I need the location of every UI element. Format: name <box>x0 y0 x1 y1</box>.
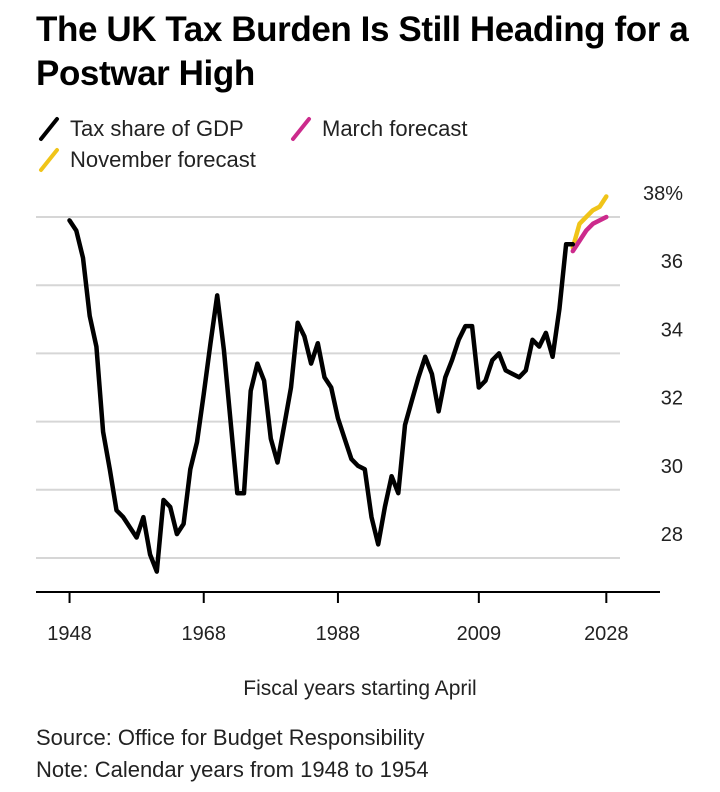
series-line-march-forecast <box>570 214 609 254</box>
y-tick-label-34: 34 <box>661 319 683 341</box>
legend-swatch-tax-share <box>39 117 59 141</box>
x-tick-label-2028: 2028 <box>584 623 629 645</box>
series-line-tax-share-of-gdp <box>67 218 576 574</box>
y-tick-label-36: 36 <box>661 251 683 273</box>
y-tick-label-38: 38% <box>643 183 683 205</box>
legend-label-tax-share: Tax share of GDP <box>70 116 244 141</box>
chart-plot: 38% 36 34 32 30 28 1948 1968 1988 2009 2028 <box>36 183 683 645</box>
x-tick-label-1968: 1968 <box>181 623 226 645</box>
legend-label-march: March forecast <box>322 116 468 141</box>
series-line-november-forecast <box>570 194 609 250</box>
y-tick-label-28: 28 <box>661 524 683 546</box>
legend-item-tax-share: Tax share of GDP <box>38 116 244 142</box>
chart-title: The UK Tax Burden Is Still Heading for a… <box>36 10 689 93</box>
x-tick-label-2009: 2009 <box>457 623 502 645</box>
y-tick-label-30: 30 <box>661 456 683 478</box>
legend-swatch-november <box>39 148 59 172</box>
x-tick-label-1988: 1988 <box>316 623 361 645</box>
legend-item-november: November forecast <box>38 147 256 173</box>
legend-label-november: November forecast <box>70 147 256 172</box>
source-note: Source: Office for Budget Responsibility <box>36 725 425 750</box>
legend-swatch-march <box>291 117 311 141</box>
y-tick-label-32: 32 <box>661 388 683 410</box>
x-tick-label-1948: 1948 <box>47 623 92 645</box>
x-axis-title: Fiscal years starting April <box>243 677 477 700</box>
calendar-note: Note: Calendar years from 1948 to 1954 <box>36 757 429 782</box>
legend-item-march: March forecast <box>290 116 468 142</box>
